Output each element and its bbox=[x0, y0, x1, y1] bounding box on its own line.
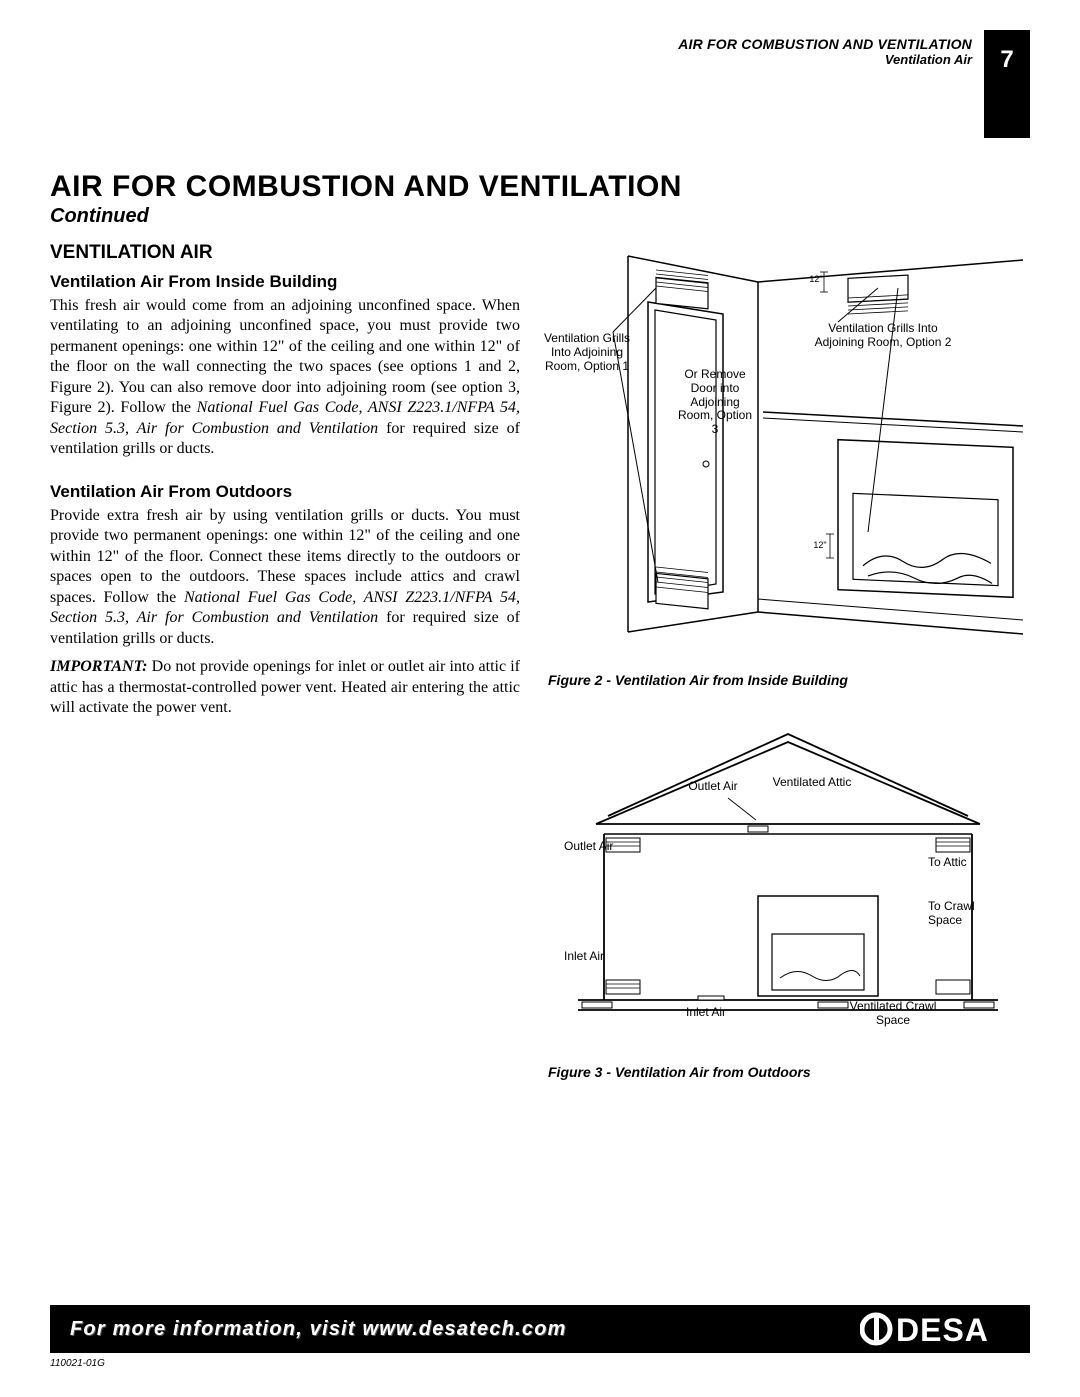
fig3-caption: Figure 3 - Ventilation Air from Outdoors bbox=[548, 1064, 1028, 1080]
fig3-outlet-air-left: Outlet Air bbox=[564, 840, 614, 854]
continued-label: Continued bbox=[50, 205, 1030, 228]
header-line2: Ventilation Air bbox=[678, 52, 972, 67]
left-column: VENTILATION AIR Ventilation Air From Ins… bbox=[50, 242, 520, 1080]
figure-3: Outlet Air Ventilated Attic Outlet Air T… bbox=[548, 728, 1028, 1058]
sub2-body: Provide extra fresh air by using ventila… bbox=[50, 506, 520, 649]
doc-number: 110021-01G bbox=[50, 1358, 105, 1369]
important-label: IMPORTANT: bbox=[50, 658, 147, 675]
figure-3-svg bbox=[548, 728, 1028, 1028]
sub2-heading: Ventilation Air From Outdoors bbox=[50, 482, 520, 502]
page-number: 7 bbox=[984, 30, 1030, 138]
fig2-label-left: Ventilation Grills Into Adjoining Room, … bbox=[542, 332, 632, 373]
fig3-to-crawl: To Crawl Space bbox=[928, 900, 984, 928]
fig2-dim-bot: 12" bbox=[808, 540, 832, 550]
page-header: AIR FOR COMBUSTION AND VENTILATION Venti… bbox=[678, 30, 1030, 138]
header-line1: AIR FOR COMBUSTION AND VENTILATION bbox=[678, 36, 972, 52]
fig2-caption: Figure 2 - Ventilation Air from Inside B… bbox=[548, 672, 1028, 688]
figure-2-svg bbox=[548, 242, 1028, 642]
important-note: IMPORTANT: Do not provide openings for i… bbox=[50, 657, 520, 718]
footer-bar: For more information, visit www.desatech… bbox=[50, 1305, 1030, 1353]
footer-text: For more information, visit www.desatech… bbox=[70, 1318, 567, 1341]
fig2-label-center: Or Remove Door into Adjoining Room, Opti… bbox=[676, 368, 754, 437]
desa-logo: DESA bbox=[860, 1311, 1010, 1347]
sub1-heading: Ventilation Air From Inside Building bbox=[50, 272, 520, 292]
right-column: Ventilation Grills Into Adjoining Room, … bbox=[548, 242, 1028, 1080]
sub1-body: This fresh air would come from an adjoin… bbox=[50, 296, 520, 460]
figure-2: Ventilation Grills Into Adjoining Room, … bbox=[548, 242, 1028, 666]
fig3-inlet-air-left: Inlet Air bbox=[564, 950, 608, 964]
fig3-vent-attic: Ventilated Attic bbox=[772, 776, 852, 790]
main-title: AIR FOR COMBUSTION AND VENTILATION bbox=[50, 170, 1030, 203]
fig2-label-right: Ventilation Grills Into Adjoining Room, … bbox=[808, 322, 958, 350]
fig2-dim-top: 12" bbox=[804, 274, 828, 284]
fig3-inlet-air-bottom: Inlet Air bbox=[676, 1006, 736, 1020]
fig3-outlet-air-top: Outlet Air bbox=[688, 780, 738, 794]
svg-text:DESA: DESA bbox=[896, 1312, 989, 1347]
section-heading: VENTILATION AIR bbox=[50, 242, 520, 264]
fig3-vent-crawl: Ventilated Crawl Space bbox=[848, 1000, 938, 1028]
fig3-to-attic: To Attic bbox=[928, 856, 988, 870]
header-text: AIR FOR COMBUSTION AND VENTILATION Venti… bbox=[678, 30, 984, 67]
